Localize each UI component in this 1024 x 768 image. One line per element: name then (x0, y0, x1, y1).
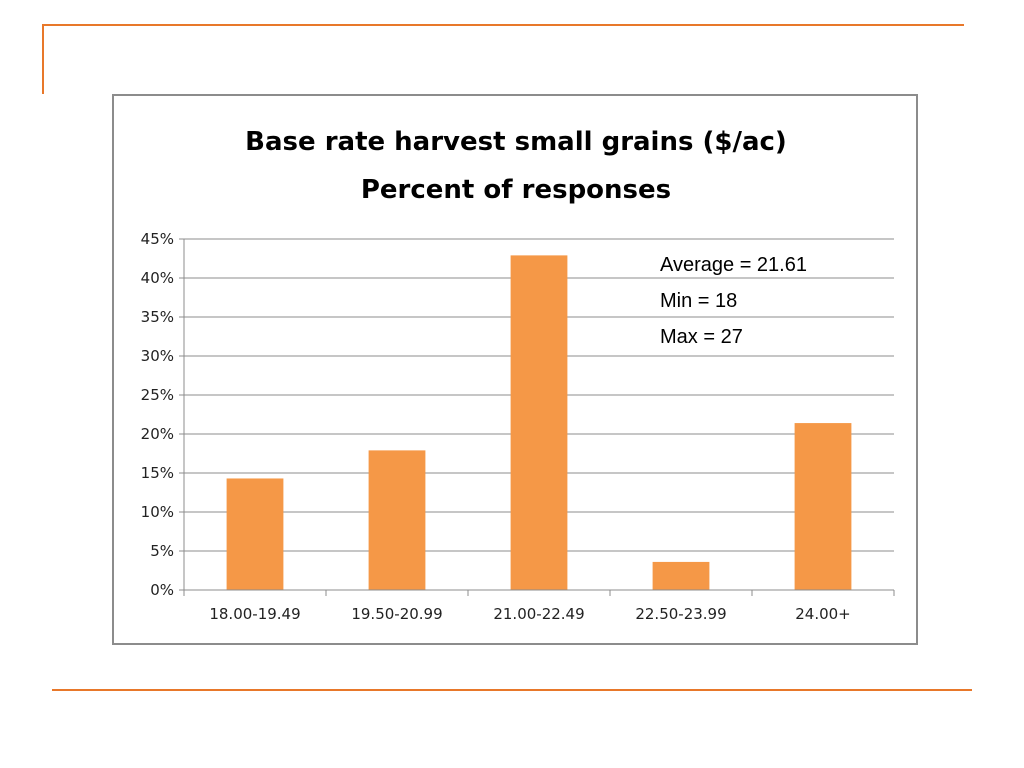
annotation-min: Min = 18 (660, 290, 737, 312)
bar (510, 255, 568, 590)
x-tick-label: 21.00-22.49 (493, 605, 584, 623)
y-tick-label: 15% (141, 464, 174, 482)
x-tick-label: 24.00+ (795, 605, 851, 623)
chart-title-line-2: Percent of responses (361, 175, 671, 205)
annotation-max: Max = 27 (660, 326, 743, 348)
y-tick-label: 25% (141, 386, 174, 404)
tick-labels: 0% 5% 10% 15% 20% 25% 30% 35% 40% 45% 18.00-19.49 1… (141, 230, 851, 623)
bars (226, 255, 852, 590)
x-tick-label: 22.50-23.99 (635, 605, 726, 623)
y-tick-label: 35% (141, 308, 174, 326)
bar (652, 561, 710, 590)
x-tick-label: 19.50-20.99 (351, 605, 442, 623)
decorative-bottom-rule (52, 689, 972, 691)
y-tick-label: 10% (141, 503, 174, 521)
bar (794, 423, 852, 590)
x-tick-label: 18.00-19.49 (209, 605, 300, 623)
y-tick-label: 0% (150, 581, 174, 599)
chart-title-line-1: Base rate harvest small grains ($/ac) (245, 127, 787, 157)
y-tick-label: 45% (141, 230, 174, 248)
decorative-left-rule (42, 24, 44, 94)
bar (368, 450, 426, 590)
y-tick-label: 40% (141, 269, 174, 287)
bar (226, 478, 284, 590)
y-tick-label: 30% (141, 347, 174, 365)
decorative-top-rule (42, 24, 964, 26)
chart-frame: 0% 5% 10% 15% 20% 25% 30% 35% 40% 45% 18.00-19.49 1… (112, 94, 918, 645)
annotation-average: Average = 21.61 (660, 254, 807, 276)
axes (179, 238, 895, 596)
y-tick-label: 20% (141, 425, 174, 443)
bar-chart: 0% 5% 10% 15% 20% 25% 30% 35% 40% 45% 18.00-19.49 1… (141, 127, 895, 623)
y-tick-label: 5% (150, 542, 174, 560)
